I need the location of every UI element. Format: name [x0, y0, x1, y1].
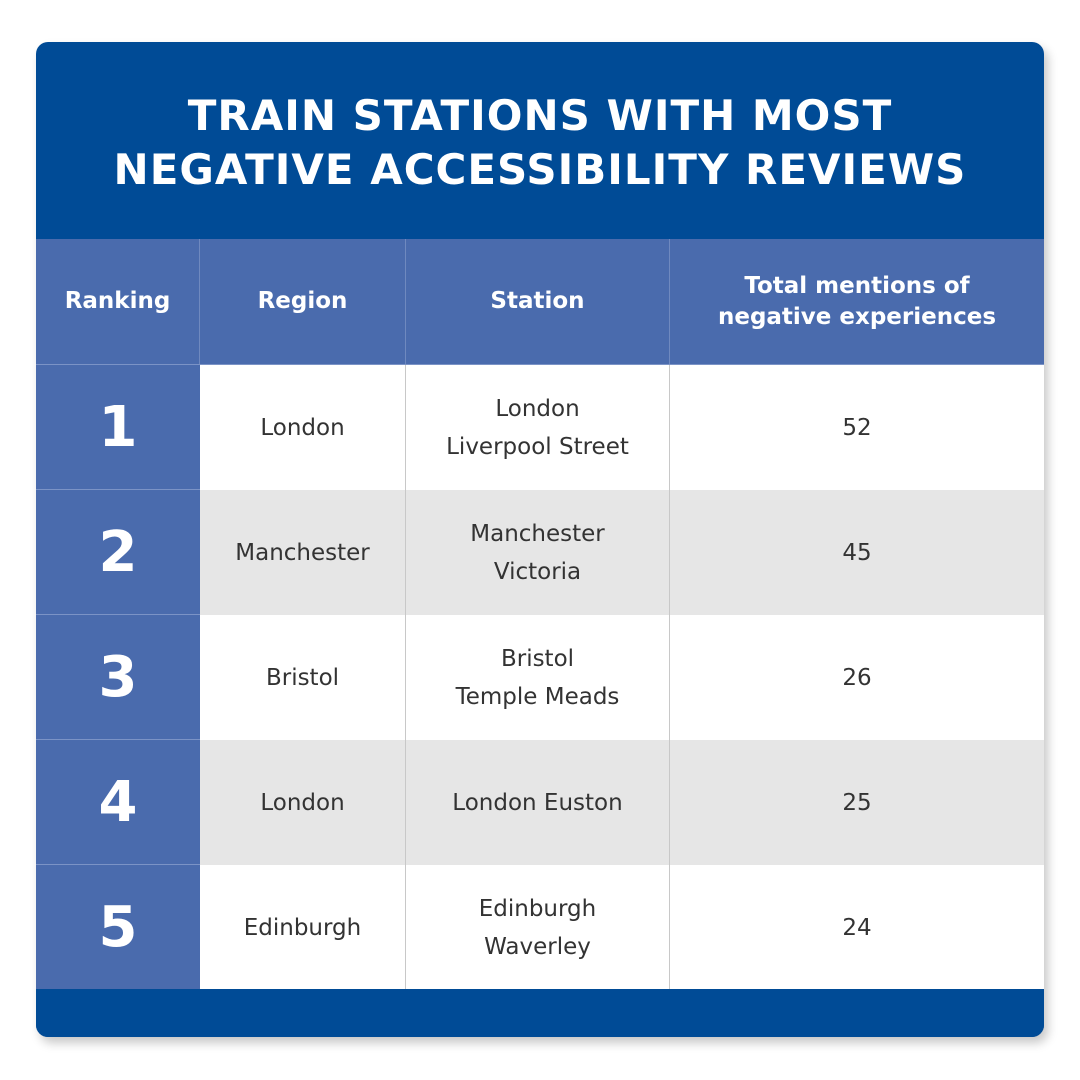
table-header-row: Ranking Region Station Total mentions of… [36, 239, 1044, 365]
rankings-table: Ranking Region Station Total mentions of… [36, 239, 1044, 990]
header-station: Station [406, 239, 670, 364]
station-cell: London Liverpool Street [406, 365, 670, 490]
station-line-2: Waverley [484, 933, 591, 960]
rank-cell: 1 [36, 365, 200, 490]
header-mentions: Total mentions of negative experiences [670, 239, 1044, 364]
region-cell: London [200, 740, 406, 865]
header-mentions-line-1: Total mentions of [744, 272, 970, 299]
table-row: 3 Bristol Bristol Temple Meads 26 [36, 615, 1044, 740]
table-row: 4 London London Euston 25 [36, 740, 1044, 865]
station-line-1: London Euston [452, 789, 623, 816]
footer-bar [36, 989, 1044, 1037]
rank-cell: 2 [36, 490, 200, 615]
region-cell: Manchester [200, 490, 406, 615]
title-line-1: TRAIN STATIONS WITH MOST [187, 90, 893, 140]
station-line-2: Victoria [493, 558, 582, 585]
station-cell: London Euston [406, 740, 670, 865]
mentions-cell: 52 [670, 365, 1044, 490]
mentions-cell: 26 [670, 615, 1044, 740]
mentions-cell: 24 [670, 865, 1044, 990]
station-cell: Edinburgh Waverley [406, 865, 670, 990]
station-line-1: Edinburgh [478, 895, 597, 922]
region-cell: London [200, 365, 406, 490]
infographic-card: TRAIN STATIONS WITH MOST NEGATIVE ACCESS… [36, 42, 1044, 1037]
mentions-cell: 45 [670, 490, 1044, 615]
header-ranking: Ranking [36, 239, 200, 364]
station-line-1: Bristol [500, 645, 575, 672]
station-cell: Bristol Temple Meads [406, 615, 670, 740]
rank-cell: 3 [36, 615, 200, 740]
station-line-1: Manchester [470, 520, 605, 547]
table-row: 1 London London Liverpool Street 52 [36, 365, 1044, 490]
station-cell: Manchester Victoria [406, 490, 670, 615]
title-line-2: NEGATIVE ACCESSIBILITY REVIEWS [113, 144, 967, 194]
rank-cell: 5 [36, 865, 200, 990]
header-mentions-line-2: negative experiences [717, 303, 997, 330]
region-cell: Bristol [200, 615, 406, 740]
header-region: Region [200, 239, 406, 364]
station-line-2: Temple Meads [455, 683, 620, 710]
table-row: 5 Edinburgh Edinburgh Waverley 24 [36, 865, 1044, 990]
region-cell: Edinburgh [200, 865, 406, 990]
mentions-cell: 25 [670, 740, 1044, 865]
table-row: 2 Manchester Manchester Victoria 45 [36, 490, 1044, 615]
station-line-1: London [495, 395, 580, 422]
page-title: TRAIN STATIONS WITH MOST NEGATIVE ACCESS… [36, 42, 1044, 239]
station-line-2: Liverpool Street [446, 433, 629, 460]
rank-cell: 4 [36, 740, 200, 865]
